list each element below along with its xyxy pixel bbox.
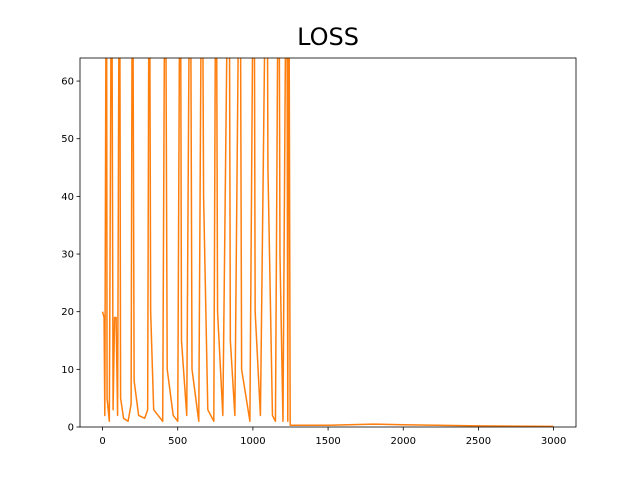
x-tick-label: 1500 [315, 436, 340, 447]
y-tick-label: 0 [68, 423, 74, 434]
plot-frame [79, 57, 577, 428]
y-tick-label: 60 [61, 77, 74, 88]
y-tick-label: 40 [61, 192, 74, 203]
x-tick-label: 500 [168, 436, 187, 447]
y-tick-label: 50 [61, 134, 74, 145]
x-tick-label: 0 [99, 436, 105, 447]
x-tick-label: 3000 [541, 436, 566, 447]
loss-line [101, 58, 554, 427]
chart-title: LOSS [297, 23, 359, 51]
x-tick-label: 2500 [466, 436, 491, 447]
y-tick-label: 20 [61, 307, 74, 318]
y-tick-label: 10 [61, 365, 74, 376]
y-tick-label: 30 [61, 250, 74, 261]
x-tick-label: 1000 [240, 436, 265, 447]
x-tick-label: 2000 [391, 436, 416, 447]
